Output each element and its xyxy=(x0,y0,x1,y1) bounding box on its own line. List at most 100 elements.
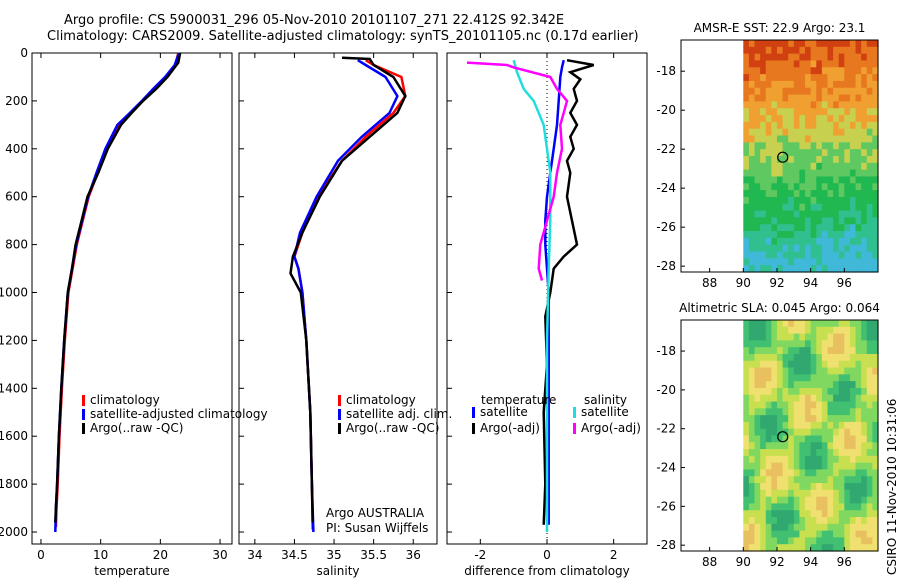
sst_map-cell xyxy=(776,128,784,137)
sst_map-cell xyxy=(844,265,851,273)
sla_map-cell xyxy=(799,503,806,511)
sst_map-cell xyxy=(855,251,862,259)
temperature-ytick-label: 600 xyxy=(5,190,28,204)
sst_map-cell xyxy=(844,251,851,259)
temperature-series-line xyxy=(54,52,182,523)
sst_map-cell xyxy=(833,162,840,171)
sla_map-cell xyxy=(782,530,789,539)
sst_map-cell xyxy=(844,101,851,109)
sst_map-cell xyxy=(816,142,823,150)
sla_map-cell xyxy=(844,353,851,362)
sla_map-cell xyxy=(765,333,772,341)
sst_map-cell xyxy=(833,115,840,123)
sst_map-cell xyxy=(872,265,879,273)
sla_map-cell xyxy=(776,462,784,471)
sst_map-cell xyxy=(844,135,851,143)
difference-series-line xyxy=(466,61,569,281)
sla_map-cell xyxy=(821,428,829,437)
sst_map-cell xyxy=(760,196,767,205)
sla_map-cell xyxy=(771,489,778,498)
sst_map-cell xyxy=(844,108,851,116)
sst_map-cell xyxy=(776,115,784,123)
sla_map-cell xyxy=(827,523,834,532)
sst_map-cell xyxy=(799,60,806,68)
sst_map-cell xyxy=(833,183,840,191)
sst_map-cell xyxy=(855,244,862,253)
sla_map-cell xyxy=(827,347,834,355)
sla_map-cell xyxy=(805,387,812,396)
sla_map-cell xyxy=(765,544,772,552)
sla_map-cell xyxy=(748,415,756,423)
sla_map-cell xyxy=(810,340,817,348)
sla_map-cell xyxy=(872,408,879,416)
sst_map-cell xyxy=(760,190,767,198)
sst_map-cell xyxy=(805,162,812,171)
sla_map-cell xyxy=(765,415,772,423)
sst_map-cell xyxy=(872,224,879,232)
sst_map-cell xyxy=(793,40,801,48)
sla_map-cell xyxy=(844,455,851,464)
sla_map-cell xyxy=(872,326,879,335)
sst_map-cell xyxy=(793,156,801,164)
sst_map-cell xyxy=(844,190,851,198)
sst_map-cell xyxy=(754,210,761,219)
sla_map-cell xyxy=(743,530,750,539)
sla_map-cell xyxy=(805,374,812,382)
sst_map-cell xyxy=(872,210,879,219)
sst_map-cell xyxy=(810,121,817,130)
sla_map-cell xyxy=(799,353,806,362)
difference-series-line xyxy=(542,58,595,525)
sst_map-cell xyxy=(866,251,873,259)
sst_map-cell xyxy=(838,46,845,55)
sla_map-cell xyxy=(816,367,823,375)
sst_map-cell xyxy=(760,258,767,266)
sla_map-cell xyxy=(827,544,834,552)
sst_map-cell xyxy=(782,108,789,116)
sst_map-cell xyxy=(821,80,829,89)
sst_map-cell xyxy=(810,176,817,184)
sla_map-cell xyxy=(855,340,862,348)
sla_map-cell xyxy=(821,347,829,355)
sst_map-cell xyxy=(872,101,879,109)
sla_map-cell xyxy=(810,489,817,498)
sst_map-cell xyxy=(793,80,801,89)
sla_map-cell xyxy=(849,517,857,525)
sla_map-cell xyxy=(743,415,750,423)
sst_map-cell xyxy=(866,128,873,137)
sla_map-cell xyxy=(827,408,834,416)
sla_map-cell xyxy=(788,489,795,498)
sla_map-cell xyxy=(827,326,834,335)
sla_map-cell xyxy=(805,428,812,437)
sla_map-cell xyxy=(855,415,862,423)
sst_map-cell xyxy=(810,183,817,191)
salinity-legend-swatch xyxy=(338,395,341,406)
sla_map-cell xyxy=(754,381,761,389)
sst_map-cell xyxy=(805,121,812,130)
sla_map-cell xyxy=(816,503,823,511)
sla_map-cell xyxy=(743,347,750,355)
sla_map-cell xyxy=(861,353,868,362)
sst_map-cell xyxy=(754,60,761,68)
sst_map-cell xyxy=(799,251,806,259)
sla_map-cell xyxy=(748,326,756,335)
sst_map-cell xyxy=(849,74,857,82)
sst_map-cell xyxy=(782,190,789,198)
sla_map-cell xyxy=(844,360,851,369)
sla_map-cell xyxy=(866,401,873,409)
sst_map-cell xyxy=(788,265,795,273)
sla_map-cell xyxy=(821,496,829,505)
sla_map-cell xyxy=(844,320,851,328)
sst_map-cell xyxy=(765,176,772,184)
sla_map-cell xyxy=(855,449,862,457)
sst_map-cell xyxy=(782,74,789,82)
sst_map-cell xyxy=(743,115,750,123)
sst_map-cell xyxy=(782,196,789,205)
sst_map-cell xyxy=(776,53,784,62)
sla_map-cell xyxy=(793,340,801,348)
sla_map-cell xyxy=(833,489,840,498)
sst_map-cell xyxy=(849,67,857,75)
sst_map-cell xyxy=(821,237,829,246)
sla_map-cell xyxy=(799,483,806,491)
sla_map-cell xyxy=(855,401,862,409)
sla_map-cell xyxy=(861,523,868,532)
